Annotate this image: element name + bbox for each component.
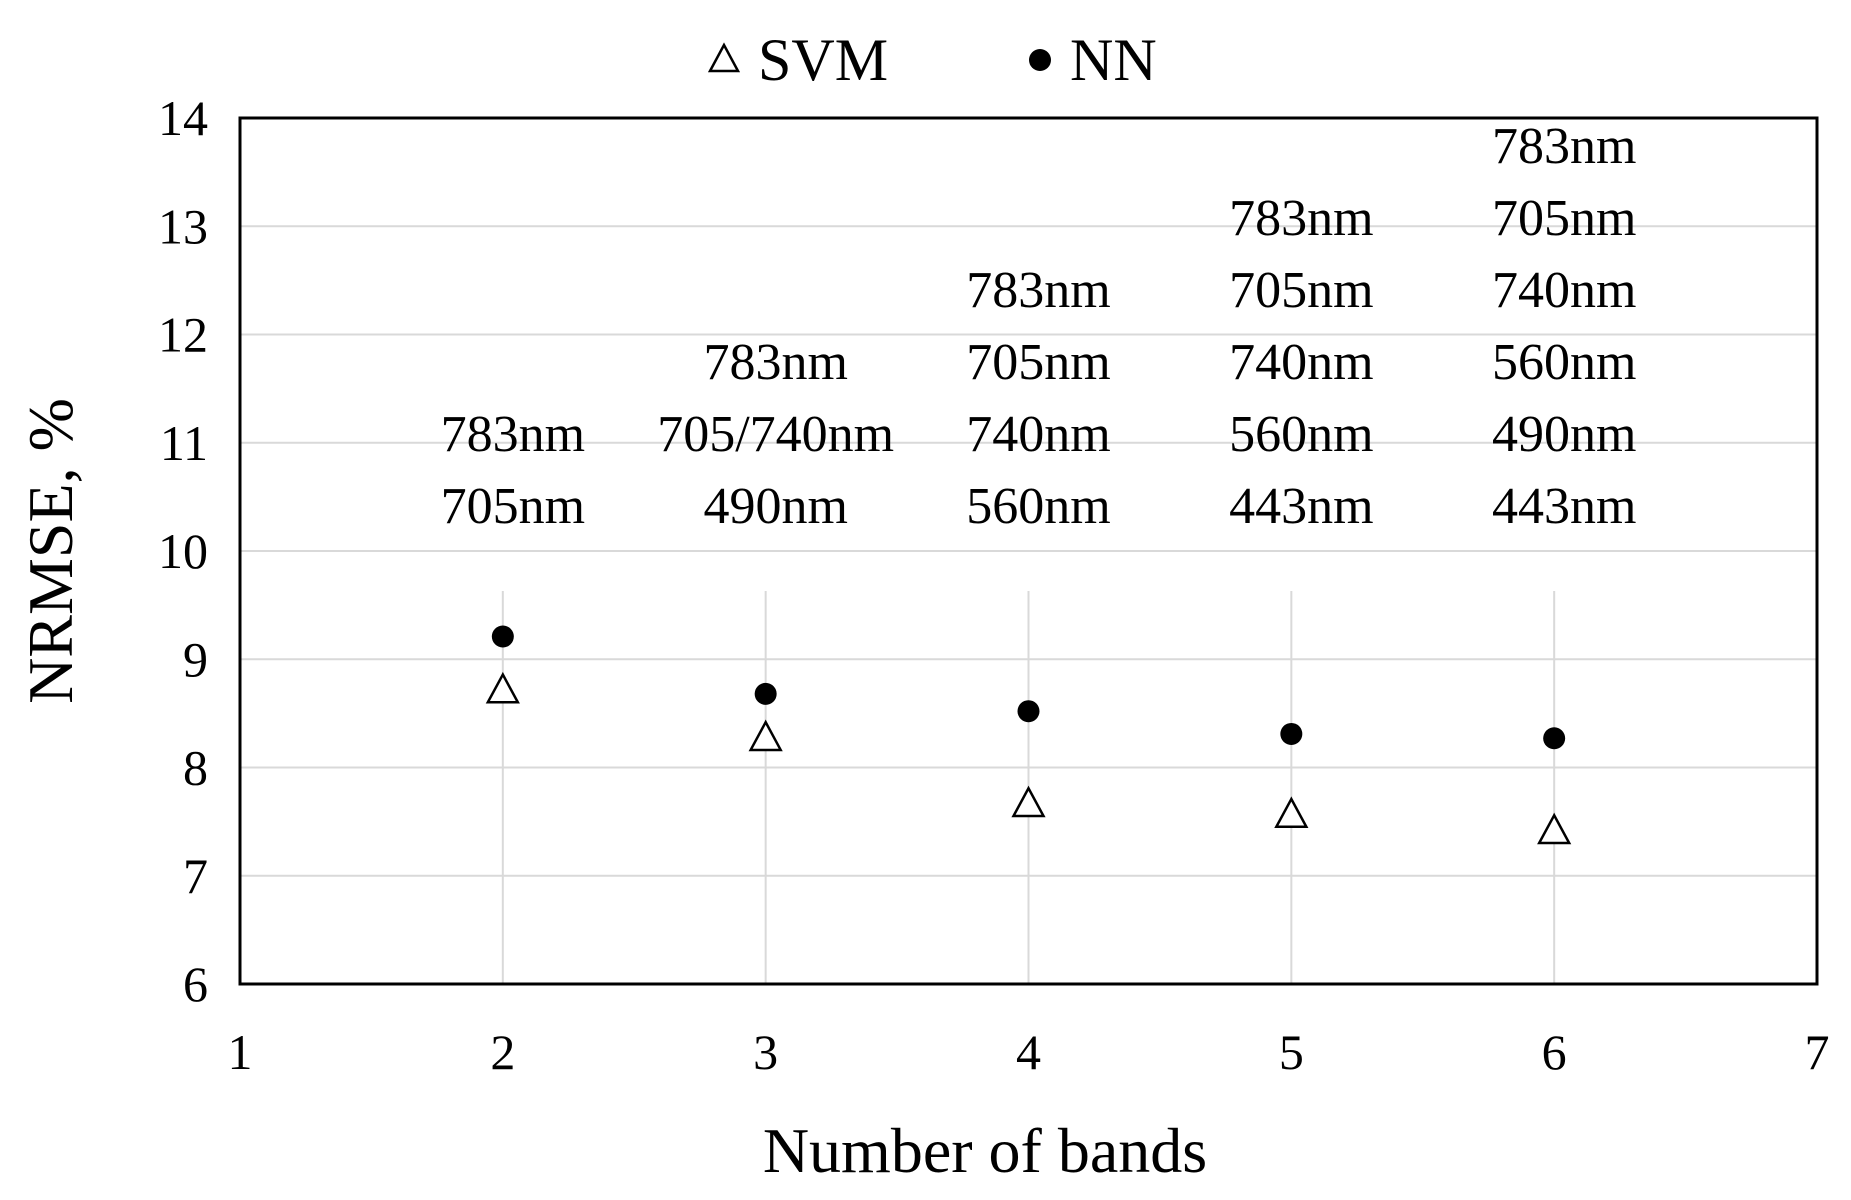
svm-point-2	[485, 671, 520, 704]
band-annotations: 783nm 705nm 783nm 705/740nm 490nm 783nm 705nm 7…	[441, 118, 1637, 535]
svm-point-4	[1011, 785, 1046, 818]
legend-svm-label: SVM	[758, 27, 888, 93]
y-tick-label-6: 6	[183, 956, 208, 1012]
nn-point-4	[1017, 700, 1040, 723]
band-label-x4-2: 740nm	[966, 406, 1110, 463]
x-tick-label-4: 4	[1016, 1024, 1041, 1080]
band-label-x3-2: 490nm	[703, 478, 847, 535]
band-label-x6-0: 783nm	[1492, 118, 1636, 175]
band-label-x5-4: 443nm	[1229, 478, 1373, 535]
x-tick-label-3: 3	[753, 1024, 778, 1080]
svm-point-5	[1274, 796, 1309, 829]
y-axis-ticks: 6 7 8 9 10 11 12 13 14	[158, 90, 208, 1012]
y-tick-label-14: 14	[158, 90, 208, 146]
band-label-x6-2: 740nm	[1492, 262, 1636, 319]
y-tick-label-7: 7	[183, 848, 208, 904]
band-label-x4-3: 560nm	[966, 478, 1110, 535]
nn-point-5	[1280, 722, 1303, 745]
y-axis-title: NRMSE, %	[15, 398, 86, 704]
band-label-x3-0: 783nm	[703, 334, 847, 391]
nn-point-6	[1543, 727, 1566, 750]
grid-layer	[240, 225, 1817, 984]
band-label-x5-1: 705nm	[1229, 262, 1373, 319]
legend-nn-label: NN	[1070, 27, 1157, 93]
data-points	[485, 625, 1572, 845]
x-tick-label-5: 5	[1279, 1024, 1304, 1080]
nn-point-2	[491, 625, 514, 648]
band-label-x2-1: 705nm	[441, 478, 585, 535]
x-tick-label-7: 7	[1805, 1024, 1830, 1080]
band-label-x4-0: 783nm	[966, 262, 1110, 319]
band-label-x6-1: 705nm	[1492, 190, 1636, 247]
band-label-x6-4: 490nm	[1492, 406, 1636, 463]
band-label-x2-0: 783nm	[441, 406, 585, 463]
nn-point-3	[754, 682, 777, 705]
x-axis-title: Number of bands	[763, 1115, 1207, 1186]
band-label-x3-1: 705/740nm	[657, 406, 894, 463]
legend-nn-marker	[1029, 49, 1051, 71]
x-axis-ticks: 1 2 3 4 5 6 7	[228, 1024, 1830, 1080]
svm-point-3	[748, 719, 783, 752]
x-tick-label-6: 6	[1542, 1024, 1567, 1080]
plot-frame	[238, 116, 1819, 986]
y-tick-label-10: 10	[158, 523, 208, 579]
band-label-x6-5: 443nm	[1492, 478, 1636, 535]
svm-point-6	[1537, 812, 1572, 845]
x-tick-label-1: 1	[228, 1024, 253, 1080]
band-label-x5-2: 740nm	[1229, 334, 1373, 391]
legend-svm-marker	[707, 42, 741, 73]
x-tick-label-2: 2	[490, 1024, 515, 1080]
legend: SVM NN	[707, 27, 1157, 93]
y-tick-label-9: 9	[183, 631, 208, 687]
band-label-x4-1: 705nm	[966, 334, 1110, 391]
band-label-x6-3: 560nm	[1492, 334, 1636, 391]
band-label-x5-0: 783nm	[1229, 190, 1373, 247]
y-tick-label-8: 8	[183, 740, 208, 796]
y-tick-label-11: 11	[160, 415, 208, 471]
y-tick-label-13: 13	[158, 198, 208, 254]
y-tick-label-12: 12	[158, 307, 208, 363]
band-label-x5-3: 560nm	[1229, 406, 1373, 463]
